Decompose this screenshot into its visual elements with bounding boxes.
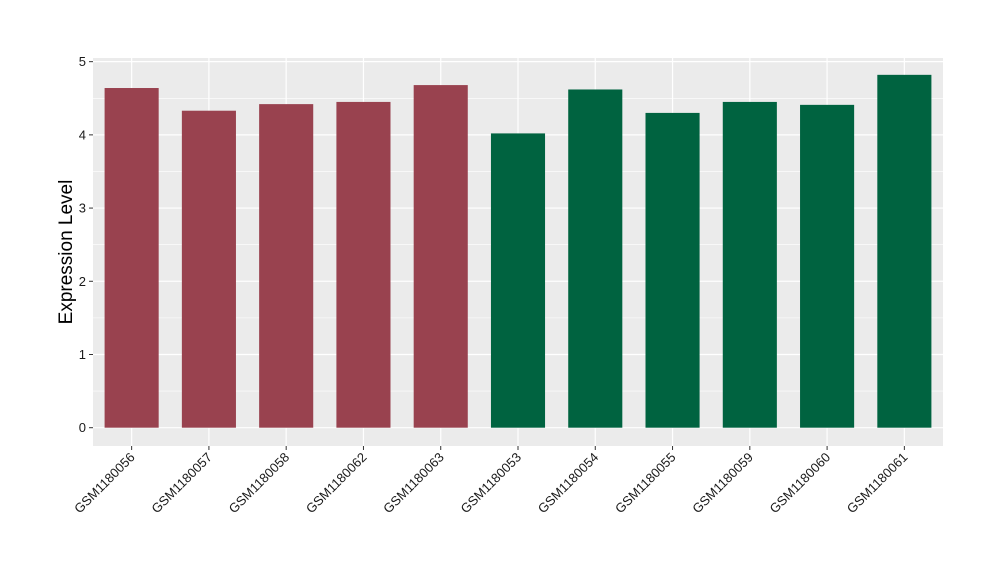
- x-tick-label: GSM1180056: [71, 450, 138, 517]
- y-axis-ticks: 0 1 2 3 4 5: [79, 54, 93, 435]
- x-tick-label: GSM1180058: [226, 450, 293, 517]
- bar-gsm1180053: [490, 133, 546, 428]
- bar-gsm1180061: [877, 74, 932, 428]
- y-tick-label: 3: [79, 201, 86, 216]
- bar-gsm1180055: [645, 112, 700, 428]
- y-axis-title: Expression Level: [56, 180, 77, 325]
- x-axis-ticks: GSM1180056 GSM1180057 GSM1180058 GSM1180062…: [71, 446, 910, 516]
- x-tick-label: GSM1180055: [612, 450, 679, 517]
- bar-gsm1180063: [413, 85, 468, 428]
- bar-gsm1180059: [722, 101, 777, 428]
- x-tick-label: GSM1180060: [767, 450, 834, 517]
- y-tick-label: 0: [79, 420, 86, 435]
- bar-gsm1180057: [181, 110, 236, 428]
- bar-gsm1180054: [568, 89, 623, 428]
- bar-gsm1180060: [800, 104, 855, 428]
- x-tick-label: GSM1180053: [457, 450, 524, 517]
- y-tick-label: 2: [79, 274, 86, 289]
- y-tick-label: 5: [79, 54, 86, 69]
- x-tick-label: GSM1180057: [148, 450, 215, 517]
- y-tick-label: 4: [79, 127, 86, 142]
- bar-gsm1180056: [104, 88, 159, 428]
- x-tick-label: GSM1180063: [380, 450, 447, 517]
- x-tick-label: GSM1180059: [689, 450, 756, 517]
- x-tick-label: GSM1180054: [535, 450, 602, 517]
- bar-gsm1180058: [259, 104, 314, 428]
- bars: [104, 74, 932, 428]
- x-tick-label: GSM1180061: [844, 450, 911, 517]
- x-tick-label: GSM1180062: [303, 450, 370, 517]
- bar-gsm1180062: [336, 101, 391, 428]
- y-tick-label: 1: [79, 347, 86, 362]
